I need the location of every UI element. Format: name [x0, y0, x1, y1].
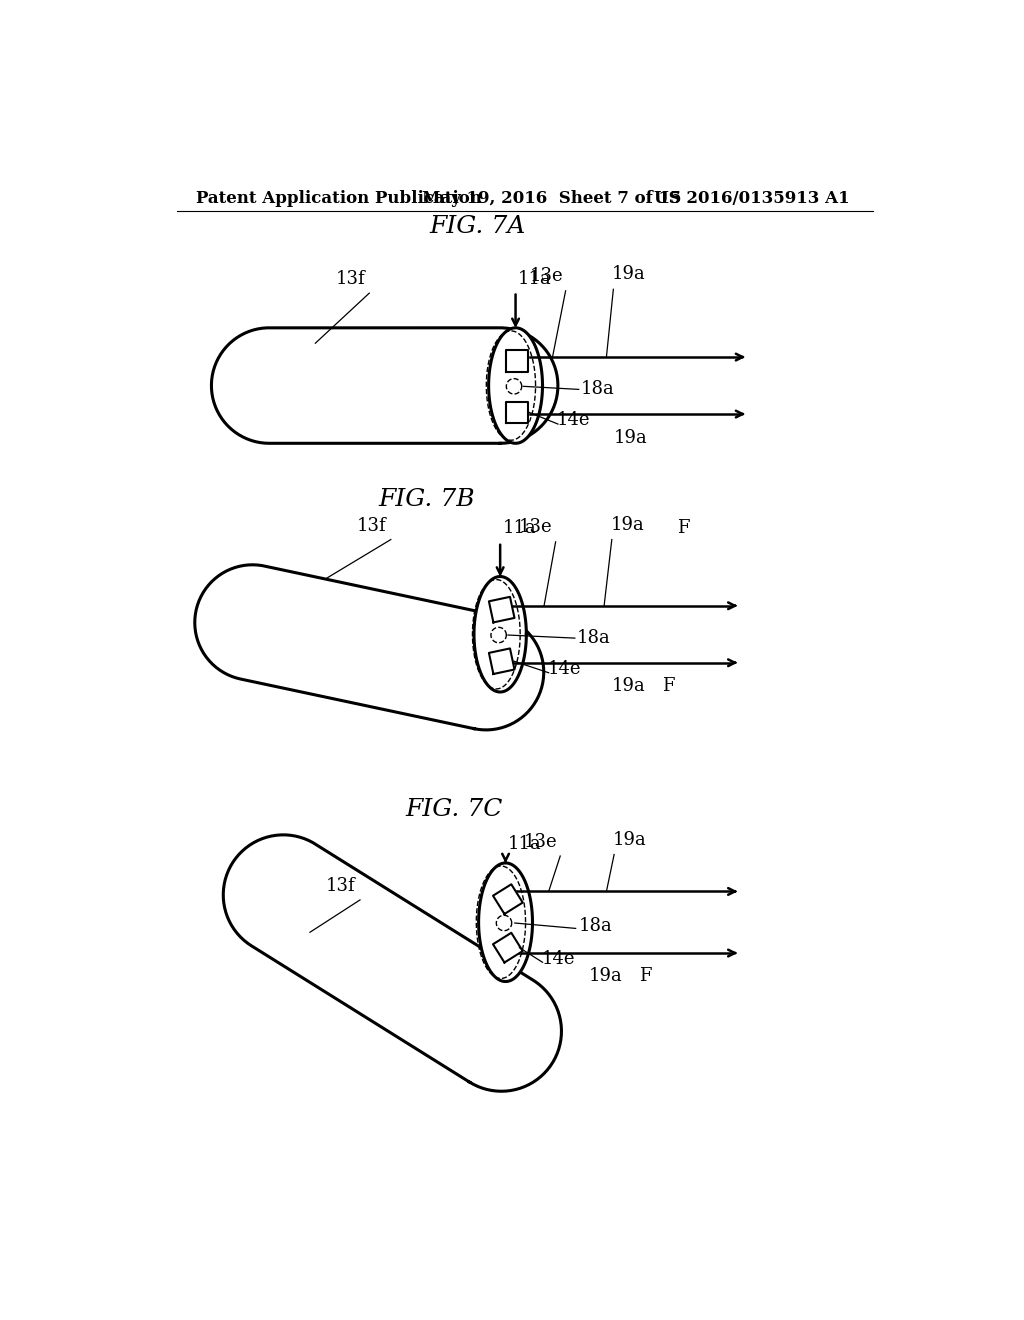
Polygon shape [478, 863, 532, 982]
Text: 13f: 13f [326, 878, 355, 895]
Polygon shape [211, 327, 558, 444]
Text: 13e: 13e [529, 268, 563, 285]
Text: 18a: 18a [579, 917, 612, 935]
Text: US 2016/0135913 A1: US 2016/0135913 A1 [654, 190, 850, 207]
Text: 13e: 13e [519, 519, 553, 536]
Polygon shape [488, 597, 514, 623]
Polygon shape [486, 331, 536, 440]
Polygon shape [488, 648, 514, 675]
Polygon shape [493, 884, 522, 913]
Text: FIG. 7A: FIG. 7A [429, 215, 525, 238]
Polygon shape [490, 627, 506, 643]
Text: FIG. 7B: FIG. 7B [379, 488, 475, 511]
Text: 11a: 11a [508, 836, 542, 853]
Text: F: F [639, 966, 651, 985]
Polygon shape [223, 834, 561, 1092]
Text: F: F [662, 677, 675, 694]
Text: 19a: 19a [613, 429, 647, 447]
Text: 13f: 13f [336, 269, 366, 288]
Text: 19a: 19a [611, 265, 645, 284]
Text: 18a: 18a [581, 380, 614, 399]
Text: 18a: 18a [578, 630, 611, 647]
Text: 13e: 13e [523, 833, 557, 850]
Text: 11a: 11a [518, 269, 552, 288]
Polygon shape [488, 327, 543, 444]
Polygon shape [506, 401, 528, 424]
Text: 13f: 13f [356, 517, 386, 535]
Text: F: F [677, 519, 690, 537]
Text: 14e: 14e [542, 949, 575, 968]
Polygon shape [476, 866, 525, 978]
Polygon shape [506, 350, 528, 372]
Text: May 19, 2016  Sheet 7 of 15: May 19, 2016 Sheet 7 of 15 [422, 190, 681, 207]
Text: Patent Application Publication: Patent Application Publication [196, 190, 482, 207]
Polygon shape [497, 915, 512, 931]
Text: FIG. 7C: FIG. 7C [406, 797, 503, 821]
Polygon shape [472, 579, 520, 689]
Polygon shape [493, 933, 522, 962]
Text: 19a: 19a [589, 966, 623, 985]
Text: 19a: 19a [612, 832, 646, 849]
Text: 19a: 19a [610, 516, 644, 535]
Text: 19a: 19a [611, 677, 645, 694]
Text: 14e: 14e [556, 412, 590, 429]
Text: 14e: 14e [548, 660, 582, 678]
Polygon shape [474, 577, 526, 692]
Text: 11a: 11a [503, 519, 537, 537]
Polygon shape [506, 379, 521, 393]
Polygon shape [195, 565, 544, 730]
